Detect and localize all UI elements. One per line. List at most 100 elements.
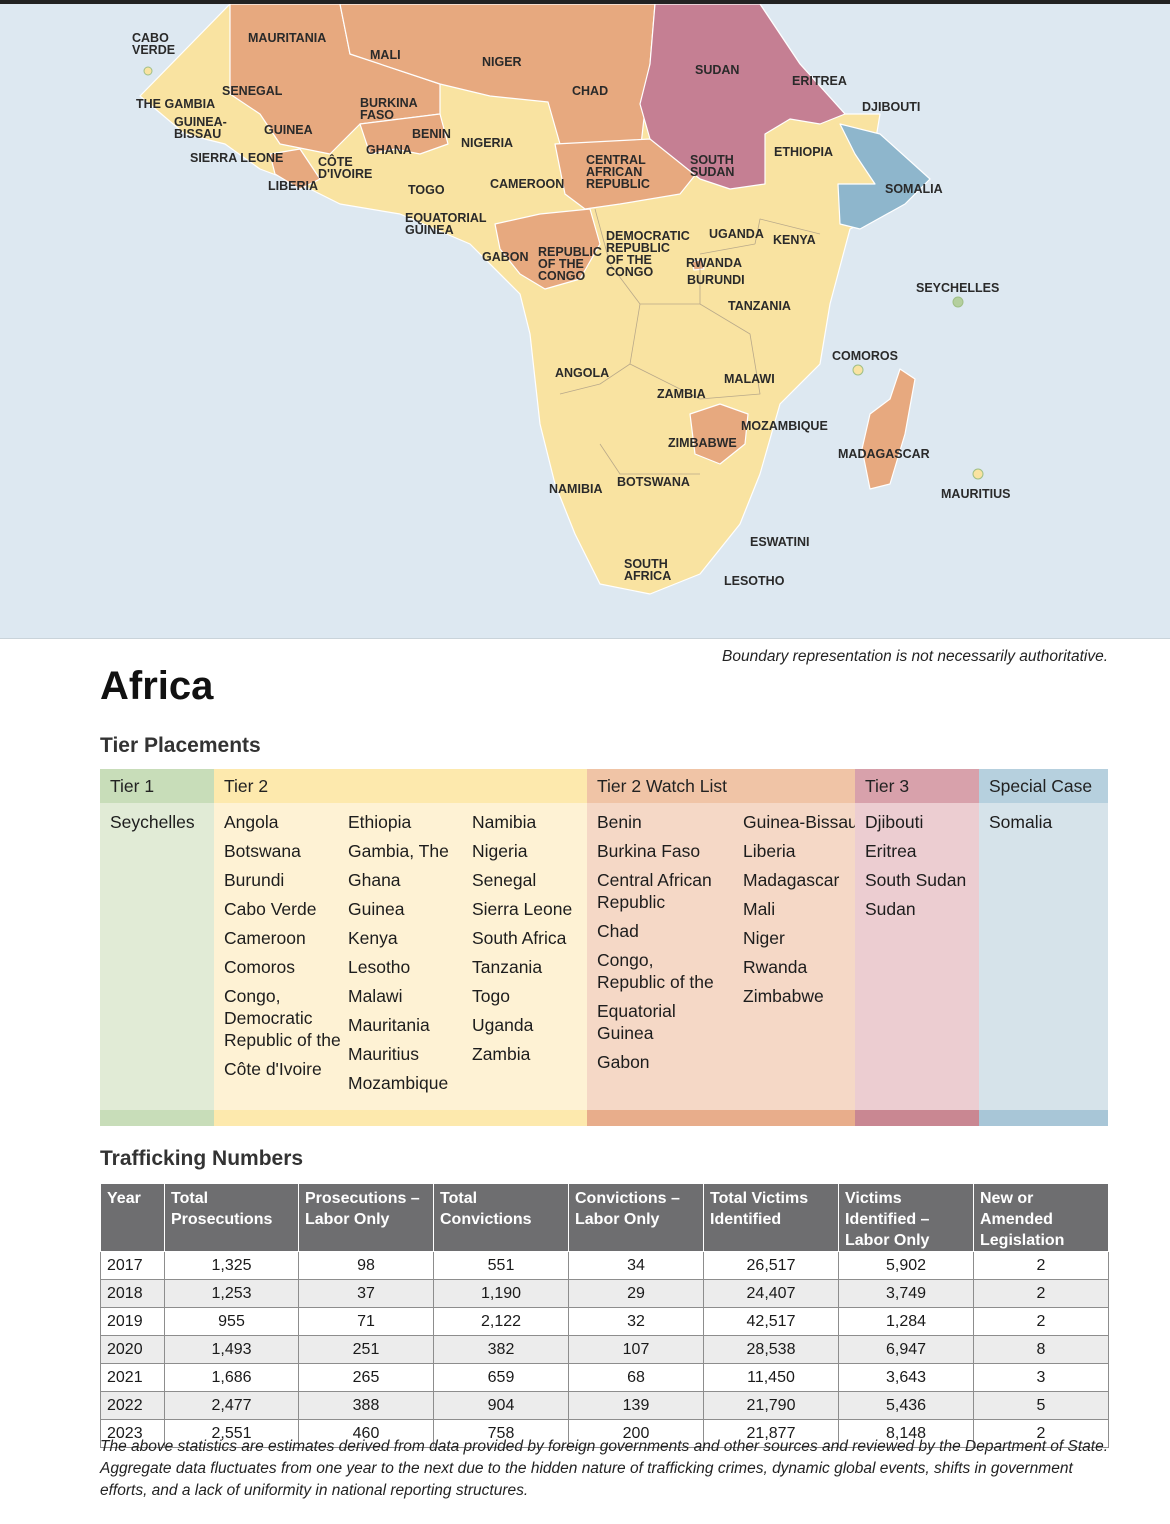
map-label-comoros: COMOROS — [832, 349, 898, 363]
tier-column-header: Tier 3 — [855, 769, 979, 803]
tier-column-special: Special Case Somalia — [979, 769, 1108, 1126]
tier-column-body — [855, 803, 979, 1110]
map-label-equatorial-guinea: EQUATORIAL GUINEA — [405, 211, 487, 237]
column-header: New or Amended Legislation — [973, 1184, 1109, 1252]
value-cell: 1,190 — [433, 1279, 569, 1308]
value-cell: 2,551 — [164, 1419, 299, 1448]
map-labels: CABO VERDE MAURITANIA MALI NIGER CHAD SUDAN ERI… — [132, 31, 1010, 588]
country-name: Madagascar — [743, 870, 840, 890]
tier-header-label: Tier 2 Watch List — [597, 776, 727, 796]
country-name: Equatorial Guinea — [597, 1001, 676, 1043]
map-label-cameroon: CAMEROON — [490, 177, 564, 191]
value-cell: 8 — [973, 1335, 1109, 1364]
country-list: Somalia — [989, 811, 1104, 840]
country-name: Lesotho — [348, 957, 411, 977]
country-name: Tanzania — [472, 957, 543, 977]
country-name: Niger — [743, 928, 785, 948]
table-row: 2020 1,493 251 382 107 28,538 6,947 8 — [100, 1335, 1109, 1364]
region-liberia-guinea-bissau — [269, 148, 321, 190]
country-name: Malawi — [348, 986, 403, 1006]
country-list: Ethiopia Gambia, The Ghana Guinea Kenya Lesot… — [348, 811, 468, 1101]
cabo-verde-island — [143, 66, 153, 76]
tier-column-tier2: Tier 2 Angola Botswana Burundi Cabo Verde Cam… — [214, 769, 587, 1126]
value-cell: 382 — [433, 1335, 569, 1364]
value-cell: 68 — [568, 1363, 704, 1392]
map-label-namibia: NAMIBIA — [549, 482, 602, 496]
country-name: South Africa — [472, 928, 567, 948]
tier-column-body — [979, 803, 1108, 1110]
tier-column-body — [100, 803, 214, 1110]
tier-column-header: Special Case — [979, 769, 1108, 803]
table-row: 2022 2,477 388 904 139 21,790 5,436 5 — [100, 1391, 1109, 1420]
statistics-footnote: The above statistics are estimates deriv… — [100, 1438, 1109, 1499]
map-label-somalia: SOMALIA — [885, 182, 943, 196]
year-cell: 2019 — [100, 1307, 165, 1336]
tier-header-label: Tier 2 — [224, 776, 269, 796]
africa-tier-map: CABO VERDE MAURITANIA MALI NIGER CHAD SUDAN ERI… — [0, 4, 1170, 639]
table-row: 2018 1,253 37 1,190 29 24,407 3,749 2 — [100, 1279, 1109, 1308]
value-cell: 98 — [298, 1251, 434, 1280]
map-label-mauritania: MAURITANIA — [248, 31, 326, 45]
region-sudan-eritrea-south-sudan — [639, 4, 846, 190]
country-name: South Sudan — [865, 870, 967, 890]
country-list: Namibia Nigeria Senegal Sierra Leone South A… — [472, 811, 592, 1072]
map-label-senegal: SENEGAL — [222, 84, 283, 98]
value-cell: 11,450 — [703, 1363, 839, 1392]
map-label-eritrea: ERITREA — [792, 74, 847, 88]
tier-header-label: Tier 1 — [110, 776, 155, 796]
tier-column-footer — [587, 1110, 855, 1126]
value-cell: 251 — [298, 1335, 434, 1364]
column-header: Victims Identified – Labor Only — [838, 1184, 974, 1252]
year-cell: 2023 — [100, 1419, 165, 1448]
map-label-drc: DEMOCRATIC REPUBLIC OF THE CONGO — [606, 229, 690, 279]
country-name: Côte d'Ivoire — [224, 1059, 322, 1079]
value-cell: 5 — [973, 1391, 1109, 1420]
value-cell: 2 — [973, 1279, 1109, 1308]
value-cell: 3,643 — [838, 1363, 974, 1392]
region-zimbabwe — [689, 403, 749, 465]
map-label-eswatini: ESWATINI — [750, 535, 810, 549]
map-label-mozambique: MOZAMBIQUE — [741, 419, 828, 433]
map-label-seychelles: SEYCHELLES — [916, 281, 999, 295]
country-name: Mauritius — [348, 1044, 419, 1064]
tier-column-header: Tier 2 Watch List — [587, 769, 855, 803]
year-cell: 2017 — [100, 1251, 165, 1280]
region-madagascar — [861, 368, 916, 490]
value-cell: 2,477 — [164, 1391, 299, 1420]
country-name: Sudan — [865, 899, 916, 919]
country-name: Benin — [597, 812, 642, 832]
map-label-burundi: BURUNDI — [687, 273, 745, 287]
country-name: Kenya — [348, 928, 398, 948]
value-cell: 2 — [973, 1419, 1109, 1448]
map-label-burkina-faso: BURKINA FASO — [360, 96, 418, 122]
country-name: Rwanda — [743, 957, 808, 977]
value-cell: 1,253 — [164, 1279, 299, 1308]
value-cell: 6,947 — [838, 1335, 974, 1364]
tier-column-footer — [214, 1110, 587, 1126]
value-cell: 265 — [298, 1363, 434, 1392]
map-label-sudan: SUDAN — [695, 63, 739, 77]
value-cell: 34 — [568, 1251, 704, 1280]
trafficking-numbers-heading: Trafficking Numbers — [100, 1147, 304, 1170]
country-name: Mauritania — [348, 1015, 430, 1035]
value-cell: 139 — [568, 1391, 704, 1420]
year-cell: 2020 — [100, 1335, 165, 1364]
value-cell: 5,436 — [838, 1391, 974, 1420]
country-name: Central African Republic — [597, 870, 712, 912]
value-cell: 21,877 — [703, 1419, 839, 1448]
country-name: Uganda — [472, 1015, 534, 1035]
country-name: Togo — [472, 986, 510, 1006]
country-name: Guinea-Bissau — [743, 812, 858, 832]
country-name: Burundi — [224, 870, 285, 890]
country-name: Botswana — [224, 841, 301, 861]
value-cell: 460 — [298, 1419, 434, 1448]
tier-column-header: Tier 2 — [214, 769, 587, 803]
country-name: Senegal — [472, 870, 537, 890]
table-row: 2019 955 71 2,122 32 42,517 1,284 2 — [100, 1307, 1109, 1336]
value-cell: 37 — [298, 1279, 434, 1308]
region-gabon-congo — [494, 208, 601, 290]
tier-column-footer — [100, 1110, 214, 1126]
column-header: Year — [100, 1184, 165, 1252]
value-cell: 2 — [973, 1251, 1109, 1280]
column-header: Total Victims Identified — [703, 1184, 839, 1252]
